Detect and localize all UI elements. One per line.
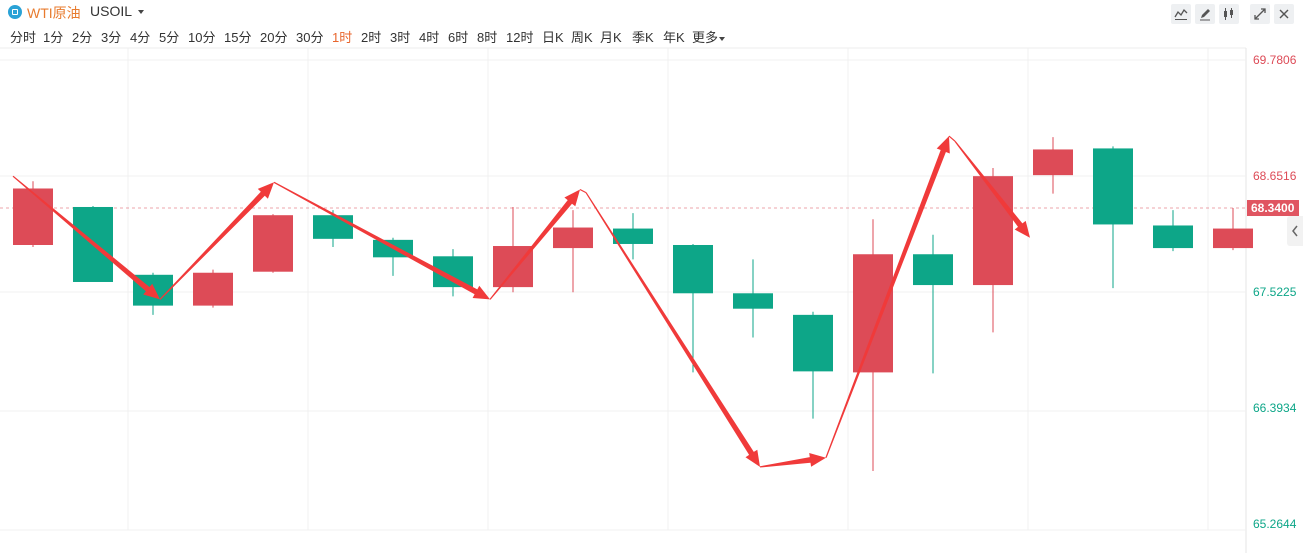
candle-body (253, 215, 293, 272)
period-tab[interactable]: 30分 (296, 30, 324, 45)
symbol-dropdown-icon[interactable] (138, 10, 144, 14)
candle-body (1093, 148, 1133, 225)
period-tab[interactable]: 2时 (361, 30, 382, 45)
panel-toggle-button[interactable] (1287, 216, 1303, 246)
candle-style-icon (1224, 8, 1233, 20)
draw-pen-icon (1200, 9, 1210, 21)
candle-body (613, 228, 653, 244)
indicator-icon (1174, 8, 1188, 20)
period-tab[interactable]: 更多 (692, 27, 726, 46)
period-tab[interactable]: 4时 (419, 30, 440, 45)
trend-arrow (954, 140, 1030, 238)
candle-body (1153, 225, 1193, 249)
period-tab[interactable]: 1分 (43, 30, 64, 45)
period-tab[interactable]: 10分 (188, 30, 216, 45)
trend-arrow (585, 192, 760, 467)
period-tab[interactable]: 季K (632, 30, 654, 45)
symbol-code[interactable]: USOIL (90, 3, 133, 19)
trend-arrow (12, 175, 160, 300)
draw-button[interactable] (1195, 4, 1215, 24)
fullscreen-icon (1254, 8, 1266, 20)
fullscreen-button[interactable] (1250, 4, 1270, 24)
last-price-tag (1247, 200, 1299, 217)
period-tab[interactable]: 周K (571, 30, 593, 45)
candle-style-button[interactable] (1219, 4, 1239, 24)
candle-body (853, 254, 893, 373)
period-tab[interactable]: 日K (542, 30, 564, 45)
y-axis-label: 65.2644 (1253, 517, 1297, 531)
candle-body (13, 188, 53, 245)
close-button[interactable] (1274, 4, 1294, 24)
candle-body (973, 176, 1013, 286)
trend-arrow (273, 181, 490, 300)
period-tab[interactable]: 2分 (72, 30, 93, 45)
trend-arrow (759, 453, 826, 468)
period-tab[interactable]: 5分 (159, 30, 180, 45)
chevron-left-icon (1292, 225, 1298, 237)
candle-body (1033, 149, 1073, 176)
trend-arrow (489, 189, 580, 300)
period-tab[interactable]: 分时 (10, 30, 37, 45)
close-icon (1279, 9, 1289, 19)
y-axis-label: 66.3934 (1253, 401, 1297, 415)
period-tab[interactable]: 15分 (224, 30, 252, 45)
y-axis-label: 69.7806 (1253, 53, 1297, 67)
indicator-button[interactable] (1171, 4, 1191, 24)
trend-arrow (825, 136, 950, 458)
period-tab[interactable]: 4分 (130, 30, 151, 45)
period-tab[interactable]: 12时 (506, 30, 534, 45)
period-tab[interactable]: 20分 (260, 30, 288, 45)
trend-arrow (159, 182, 274, 300)
period-tab[interactable]: 3时 (390, 30, 411, 45)
candle-body (793, 314, 833, 372)
candle-body (193, 272, 233, 306)
last-price-label: 68.3400 (1251, 201, 1295, 215)
period-tab[interactable]: 年K (663, 30, 685, 45)
y-axis-label: 68.6516 (1253, 169, 1297, 183)
candle-body (313, 215, 353, 239)
candle-body (553, 227, 593, 249)
candle-body (673, 244, 713, 294)
symbol-name[interactable]: WTI原油 (27, 5, 81, 21)
candle-body (733, 293, 773, 309)
period-tab[interactable]: 1时 (332, 30, 353, 45)
candle-body (913, 254, 953, 286)
period-tab[interactable]: 月K (600, 30, 622, 45)
period-tab[interactable]: 8时 (477, 30, 498, 45)
symbol-logo-icon (8, 5, 22, 19)
trend-connector (948, 135, 956, 142)
y-axis-label: 67.5225 (1253, 285, 1297, 299)
chart-header: WTI原油 USOIL (0, 0, 1303, 24)
period-tab[interactable]: 6时 (448, 30, 469, 45)
more-dropdown-icon (719, 36, 726, 41)
candle-body (1213, 228, 1253, 249)
trend-connector (579, 188, 587, 194)
period-tab[interactable]: 3分 (101, 30, 122, 45)
